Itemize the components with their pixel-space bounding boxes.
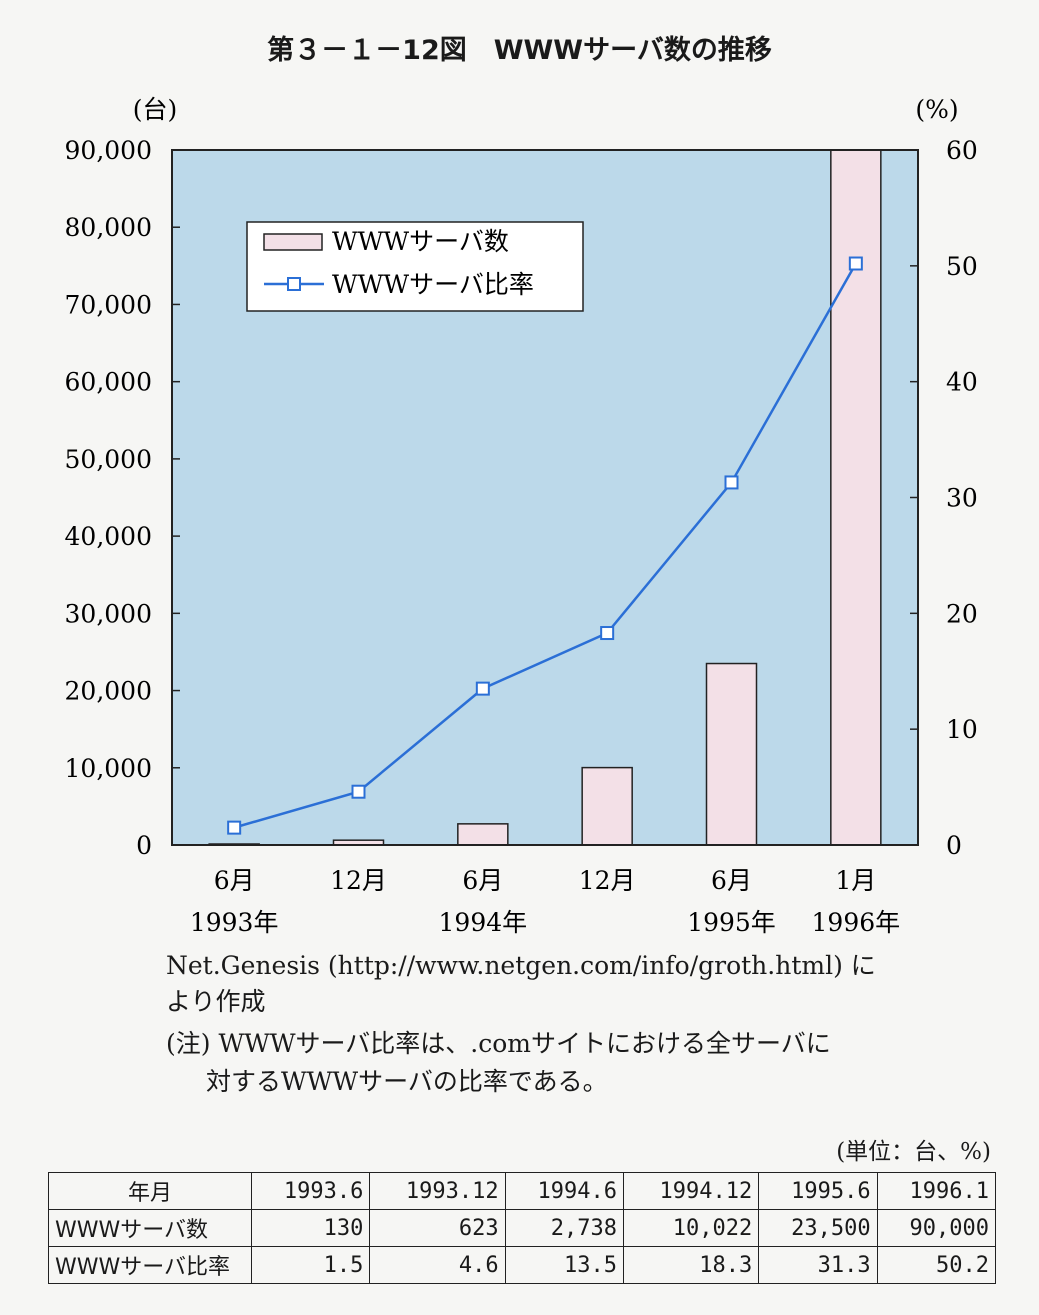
left-tick-label: 60,000 (65, 368, 152, 397)
x-year-label: 1995年 (687, 908, 776, 937)
table-row-label: WWWサーバ数 (48, 1209, 252, 1247)
table-header-cell: 1996.1 (876, 1172, 997, 1210)
table-cell: 130 (250, 1209, 371, 1247)
right-tick-label: 10 (946, 715, 978, 744)
left-tick-label: 80,000 (65, 213, 152, 242)
table-cell: 31.3 (758, 1246, 878, 1284)
table-cell: 18.3 (622, 1246, 760, 1284)
x-tick-label: 6月 (214, 866, 255, 895)
right-tick-label: 20 (946, 599, 978, 628)
legend-bar-label: WWWサーバ数 (332, 227, 509, 256)
note-line-2: 対するWWWサーバの比率である。 (206, 1067, 608, 1096)
note-line-1: (注) WWWサーバ比率は、.comサイトにおける全サーバに (166, 1029, 831, 1058)
ratio-marker (475, 681, 490, 696)
bar (705, 662, 758, 846)
ratio-marker (600, 626, 615, 641)
right-tick-label: 40 (946, 368, 978, 397)
left-tick-label: 90,000 (65, 136, 152, 165)
table-cell: 4.6 (369, 1246, 506, 1284)
x-tick-label: 6月 (711, 866, 752, 895)
x-year-label: 1996年 (812, 908, 901, 937)
legend-bar-swatch (263, 233, 323, 251)
left-tick-label: 70,000 (65, 290, 152, 319)
left-tick-label: 50,000 (65, 445, 152, 474)
ratio-marker (227, 820, 242, 835)
ratio-marker (351, 784, 366, 799)
data-table: 年月 1993.6 1993.12 1994.6 1994.12 1995.6 … (48, 1172, 997, 1284)
x-tick-label: 12月 (579, 866, 636, 895)
table-cell: 50.2 (876, 1246, 997, 1284)
source-line-2: より作成 (166, 987, 266, 1016)
left-axis-unit: (台) (133, 95, 178, 124)
chart: 90,000 80,000 70,000 60,000 50,000 40,000 30,0… (65, 95, 978, 937)
table-cell: 1.5 (250, 1246, 371, 1284)
table-cell: 13.5 (504, 1246, 624, 1284)
table-header-cell: 1994.6 (504, 1172, 624, 1210)
ratio-line (233, 262, 857, 829)
table-header-row: 年月 1993.6 1993.12 1994.6 1994.12 1995.6 … (48, 1172, 997, 1210)
left-tick-label: 20,000 (65, 677, 152, 706)
source-line-1: Net.Genesis (http://www.netgen.com/info/… (166, 951, 876, 980)
table-header-cell: 1995.6 (758, 1172, 878, 1210)
chart-title: 第３－１－12図 WWWサーバ数の推移 (267, 35, 772, 66)
left-tick-label: 0 (136, 831, 152, 860)
table-row: WWWサーバ数 130 623 2,738 10,022 23,500 90,0… (48, 1209, 997, 1247)
table-header-cell: 1994.12 (622, 1172, 760, 1210)
table-cell: 10,022 (622, 1209, 760, 1247)
legend-line-marker (287, 277, 301, 291)
table-header-cell: 1993.12 (369, 1172, 506, 1210)
table-row: WWWサーバ比率 1.5 4.6 13.5 18.3 31.3 50.2 (48, 1246, 997, 1284)
x-year-label: 1993年 (190, 908, 279, 937)
table-cell: 2,738 (504, 1209, 624, 1247)
table-header-cell: 1993.6 (250, 1172, 371, 1210)
bar (457, 823, 509, 846)
x-year-label: 1994年 (439, 908, 528, 937)
right-tick-label: 30 (946, 484, 978, 513)
left-tick-label: 40,000 (65, 522, 152, 551)
right-axis-unit: (%) (915, 95, 958, 124)
right-tick-label: 50 (946, 252, 978, 281)
table-unit-note: (単位：台、%) (836, 1139, 991, 1165)
x-tick-label: 12月 (330, 866, 387, 895)
table-cell: 90,000 (876, 1209, 997, 1247)
left-tick-label: 30,000 (65, 599, 152, 628)
x-tick-label: 6月 (462, 866, 503, 895)
bar (581, 766, 633, 846)
table-header-cell: 年月 (48, 1172, 252, 1210)
bar (830, 149, 882, 846)
table-cell: 623 (369, 1209, 506, 1247)
x-tick-label: 1月 (835, 866, 876, 895)
right-tick-label: 60 (946, 136, 978, 165)
table-row-label: WWWサーバ比率 (48, 1246, 252, 1284)
legend-line-label: WWWサーバ比率 (332, 270, 534, 299)
table-cell: 23,500 (758, 1209, 878, 1247)
legend: WWWサーバ数 WWWサーバ比率 (246, 221, 584, 312)
ratio-marker (724, 475, 739, 490)
ratio-marker (848, 256, 863, 271)
left-tick-label: 10,000 (65, 754, 152, 783)
right-tick-label: 0 (946, 831, 962, 860)
